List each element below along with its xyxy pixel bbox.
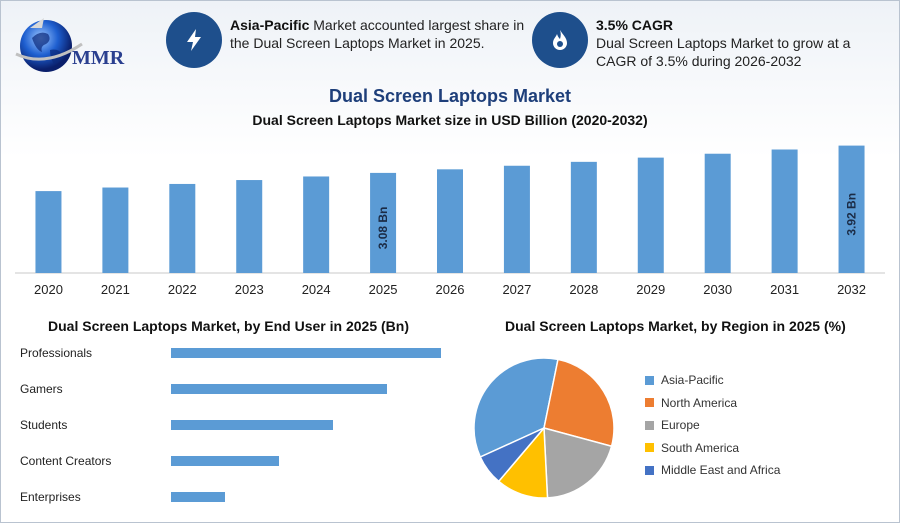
end-user-bar (171, 492, 225, 502)
info-cagr: 3.5% CAGR Dual Screen Laptops Market to … (596, 16, 861, 70)
globe-icon (15, 18, 83, 72)
legend-label: South America (661, 440, 740, 455)
bar-chart-title: Dual Screen Laptops Market size in USD B… (252, 112, 648, 128)
end-user-label: Content Creators (20, 454, 112, 468)
x-tick-label: 2021 (101, 282, 130, 297)
logo-text: MMR (72, 47, 125, 69)
end-user-bar (171, 420, 333, 430)
end-user-bar (171, 384, 387, 394)
lightning-icon (166, 12, 222, 68)
x-tick-label: 2026 (436, 282, 465, 297)
legend-label: Asia-Pacific (661, 373, 724, 387)
x-tick-label: 2025 (369, 282, 398, 297)
data-label: 3.08 Bn (376, 207, 390, 250)
legend-swatch (645, 398, 654, 407)
legend-swatch (645, 443, 654, 452)
end-user-label: Students (20, 418, 68, 432)
legend-item: North America (645, 396, 737, 410)
x-tick-label: 2031 (770, 282, 799, 297)
pie-slice-north-america (543, 358, 615, 448)
legend-item: Asia-Pacific (645, 373, 724, 387)
end-user-bar (171, 348, 441, 358)
bar-2027 (503, 165, 530, 273)
info-asia-pacific: Asia-Pacific Market accounted largest sh… (230, 16, 525, 52)
bar-2024 (303, 176, 330, 273)
bar-2029 (637, 157, 664, 273)
legend-swatch (645, 375, 654, 385)
flame-icon (532, 12, 588, 68)
bar-2023 (236, 180, 263, 273)
end-user-label: Professionals (20, 346, 93, 360)
bar-2021 (102, 187, 129, 273)
info-left-bold: Asia-Pacific (230, 17, 310, 33)
end-user-label: Gamers (20, 382, 63, 396)
region-chart-title: Dual Screen Laptops Market, by Region in… (505, 318, 846, 334)
bar-2030 (704, 153, 731, 273)
legend-item: Middle East and Africa (645, 463, 780, 477)
legend-swatch (645, 420, 654, 430)
info-right-bold: 3.5% CAGR (596, 17, 674, 33)
x-tick-label: 2029 (636, 282, 665, 297)
x-tick-label: 2022 (168, 282, 197, 297)
legend-label: North America (661, 395, 738, 410)
x-tick-label: 2030 (703, 282, 732, 297)
legend-swatch (645, 465, 654, 475)
bar-2028 (570, 161, 597, 273)
bar-2026 (437, 169, 463, 273)
x-tick-label: 2027 (502, 282, 531, 297)
end-user-label: Enterprises (20, 490, 81, 504)
x-tick-label: 2020 (34, 282, 63, 297)
bar-2032 (838, 145, 865, 273)
legend-label: Europe (661, 418, 700, 432)
bar-2025 (370, 172, 397, 273)
bar-2031 (771, 149, 798, 273)
mmr-logo (10, 10, 150, 80)
legend-label: Middle East and Africa (661, 463, 781, 477)
data-label: 3.92 Bn (845, 193, 859, 236)
x-tick-label: 2028 (569, 282, 598, 297)
main-title: Dual Screen Laptops Market (328, 86, 572, 106)
x-tick-label: 2023 (235, 282, 264, 297)
info-right-text: Dual Screen Laptops Market to grow at a … (596, 35, 851, 69)
region-pie-chart (473, 357, 615, 499)
x-tick-label: 2032 (837, 282, 866, 297)
market-size-bar-chart: 2020 2021 2022 2023 2024 2025 3.08 Bn 2026 2027 2… (15, 145, 885, 297)
pie-slice-asia-pacific (473, 357, 559, 458)
legend-item: Europe (645, 418, 700, 432)
end-user-chart-title: Dual Screen Laptops Market, by End User … (48, 318, 409, 334)
info-left-text: Market accounted largest share in the Du… (230, 17, 525, 51)
x-tick-label: 2024 (302, 282, 331, 297)
end-user-bar (171, 456, 279, 466)
pie-slice-middle-east-and-africa (479, 427, 545, 483)
bar-2020 (35, 191, 62, 273)
pie-slice-europe (543, 427, 613, 499)
legend-item: South America (645, 441, 739, 455)
bar-2022 (169, 183, 196, 273)
